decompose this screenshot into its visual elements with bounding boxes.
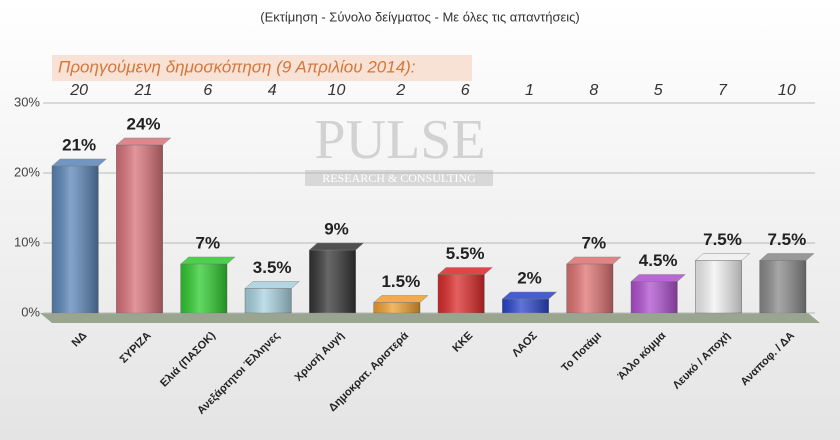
bar-top (694, 253, 751, 261)
bar-top (308, 242, 365, 251)
value-label: 21% (62, 135, 96, 154)
previous-value: 2 (395, 82, 405, 99)
floor (40, 313, 820, 323)
bar-shade (373, 302, 420, 313)
bar-top (244, 281, 300, 289)
bar-shade (438, 274, 485, 313)
value-label: 1.5% (381, 272, 420, 291)
watermark-sub: RESEARCH & CONSULTING (322, 171, 476, 185)
y-tick-label: 10% (14, 234, 40, 249)
previous-value: 10 (328, 82, 346, 99)
bar-top (115, 137, 172, 146)
previous-value: 21 (134, 82, 153, 99)
watermark-band (305, 170, 493, 186)
value-label: 2% (517, 268, 542, 287)
previous-value: 6 (203, 82, 212, 99)
value-label: 7% (582, 233, 607, 252)
bar-top (501, 291, 558, 300)
bar-shade (245, 288, 292, 313)
value-label: 4.5% (639, 251, 678, 270)
value-label: 7.5% (703, 230, 742, 249)
watermark: PULSE (314, 109, 485, 171)
previous-value: 7 (718, 82, 728, 99)
value-label: 3.5% (253, 258, 292, 277)
value-label: 24% (126, 114, 160, 133)
bar-shade (631, 281, 678, 313)
y-tick-label: 0% (21, 304, 40, 319)
previous-value: 10 (778, 82, 796, 99)
bar-top (437, 267, 493, 275)
bar-shade (695, 260, 742, 313)
bar-shade (759, 260, 806, 313)
previous-label: Προηγούμενη δημοσκόπηση (9 Απριλίου 2014… (58, 57, 416, 76)
bar-shade (52, 166, 99, 313)
bar-top (759, 253, 815, 261)
bar-top (373, 295, 429, 303)
value-label: 7.5% (767, 230, 806, 249)
bar-top (180, 256, 236, 265)
previous-value: 1 (525, 82, 534, 99)
bar-top (630, 274, 686, 282)
bar-top (566, 256, 622, 265)
value-label: 5.5% (446, 244, 485, 263)
bar-shade (502, 299, 549, 313)
value-label: 7% (196, 233, 221, 252)
previous-value: 20 (69, 82, 88, 99)
bar-shade (180, 264, 227, 313)
previous-value: 6 (461, 82, 470, 99)
bar-shade (566, 264, 613, 313)
previous-value: 4 (268, 82, 277, 99)
y-tick-label: 30% (14, 94, 40, 109)
value-label: 9% (324, 219, 349, 238)
bar-shade (116, 145, 163, 313)
previous-band (52, 55, 472, 81)
previous-value: 8 (589, 82, 598, 99)
subtitle: (Εκτίμηση - Σύνολο δείγματος - Με όλες τ… (260, 9, 580, 24)
bar-top (51, 158, 107, 167)
previous-value: 5 (654, 82, 663, 99)
bar-shade (309, 250, 356, 313)
y-tick-label: 20% (14, 164, 40, 179)
